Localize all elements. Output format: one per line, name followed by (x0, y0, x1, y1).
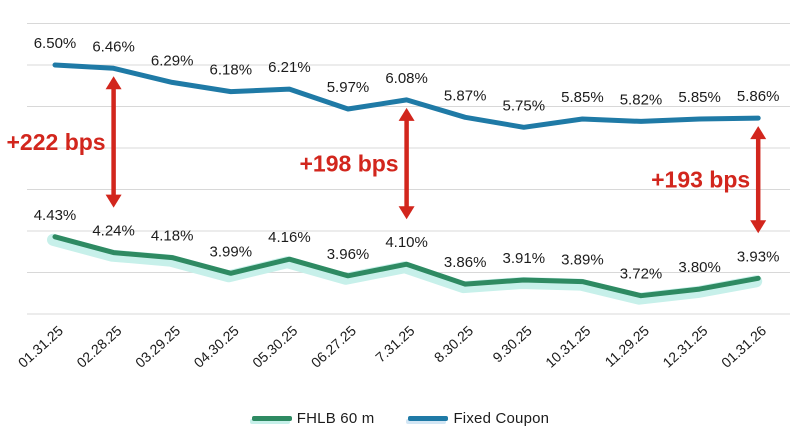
series-glow-fhlb-60-m (47, 233, 763, 305)
fixed-coupon-line-swatch (408, 416, 449, 421)
spread-label: +198 bps (300, 151, 399, 177)
legend-label-fixed-coupon: Fixed Coupon (453, 410, 550, 427)
data-label-fhlb-60-m: 3.89% (561, 252, 604, 269)
spread-arrow-head-down (750, 220, 767, 234)
x-axis-label: 8.30.25 (431, 322, 477, 365)
data-label-fhlb-60-m: 4.43% (34, 207, 77, 224)
spread-arrow-head-up (105, 76, 122, 90)
data-label-fhlb-60-m: 3.91% (503, 250, 546, 267)
data-label-fixed-coupon: 5.82% (620, 91, 663, 108)
spread-arrow-head-up (750, 126, 767, 140)
series-line-fhlb-60-m (52, 234, 761, 299)
data-label-fhlb-60-m: 3.72% (620, 266, 663, 283)
data-label-fhlb-60-m: 4.16% (268, 229, 311, 246)
data-label-fixed-coupon: 5.85% (561, 89, 604, 106)
data-label-fixed-coupon: 5.87% (444, 87, 487, 104)
data-label-fhlb-60-m: 4.18% (151, 228, 194, 245)
data-label-fixed-coupon: 6.08% (385, 70, 428, 87)
legend-item-fhlb-60m: FHLB 60 m (251, 410, 375, 427)
x-axis-label: 9.30.25 (489, 322, 535, 365)
x-axis-label: 03.29.25 (132, 322, 183, 370)
spread-arrow-head-down (105, 194, 122, 208)
x-axis-label: 05.30.25 (249, 322, 300, 370)
data-label-fixed-coupon: 5.86% (737, 88, 780, 105)
x-axis-label: 7.31.25 (372, 322, 418, 365)
data-label-fhlb-60-m: 3.86% (444, 254, 487, 271)
data-label-fhlb-60-m: 4.10% (385, 234, 428, 251)
spread-arrow-head-down (398, 206, 415, 220)
data-label-fixed-coupon: 5.75% (503, 97, 546, 114)
legend-label-fhlb-60m: FHLB 60 m (296, 410, 375, 427)
data-label-fixed-coupon: 6.21% (268, 59, 311, 76)
data-label-fixed-coupon: 6.50% (34, 35, 77, 52)
chart-legend: FHLB 60 m Fixed Coupon (0, 410, 801, 427)
x-axis-label: 12.31.25 (659, 322, 710, 370)
data-label-fhlb-60-m: 4.24% (92, 223, 135, 240)
data-label-fhlb-60-m: 3.80% (678, 259, 721, 276)
x-axis-label: 01.31.26 (718, 322, 769, 370)
line-chart-canvas: 4.43% 4.24% 4.18% 3.99% 4.16% 3.96% 4.10% 3.86%… (7, 23, 790, 371)
spread-label: +222 bps (7, 129, 106, 155)
data-label-fhlb-60-m: 3.96% (327, 246, 370, 263)
data-label-fixed-coupon: 6.18% (210, 62, 253, 79)
spread-label: +193 bps (651, 167, 750, 193)
x-axis-label: 10.31.25 (542, 322, 593, 370)
spread-arrow-head-up (398, 107, 415, 121)
data-label-fhlb-60-m: 3.99% (210, 243, 253, 260)
x-axis-label: 02.28.25 (73, 322, 124, 370)
fhlb-60m-line-swatch (251, 416, 292, 421)
x-axis-label: 06.27.25 (308, 322, 359, 370)
series-line-fixed-coupon (52, 62, 761, 130)
data-label-fixed-coupon: 6.46% (92, 38, 135, 55)
data-label-fhlb-60-m: 3.93% (737, 248, 780, 265)
x-axis-label: 01.31.25 (15, 322, 66, 370)
legend-item-fixed-coupon: Fixed Coupon (408, 410, 549, 427)
data-label-fixed-coupon: 5.85% (678, 89, 721, 106)
data-label-fixed-coupon: 5.97% (327, 79, 370, 96)
data-label-fixed-coupon: 6.29% (151, 52, 194, 69)
x-axis-label: 11.29.25 (602, 322, 653, 370)
x-axis-label: 04.30.25 (191, 322, 242, 370)
